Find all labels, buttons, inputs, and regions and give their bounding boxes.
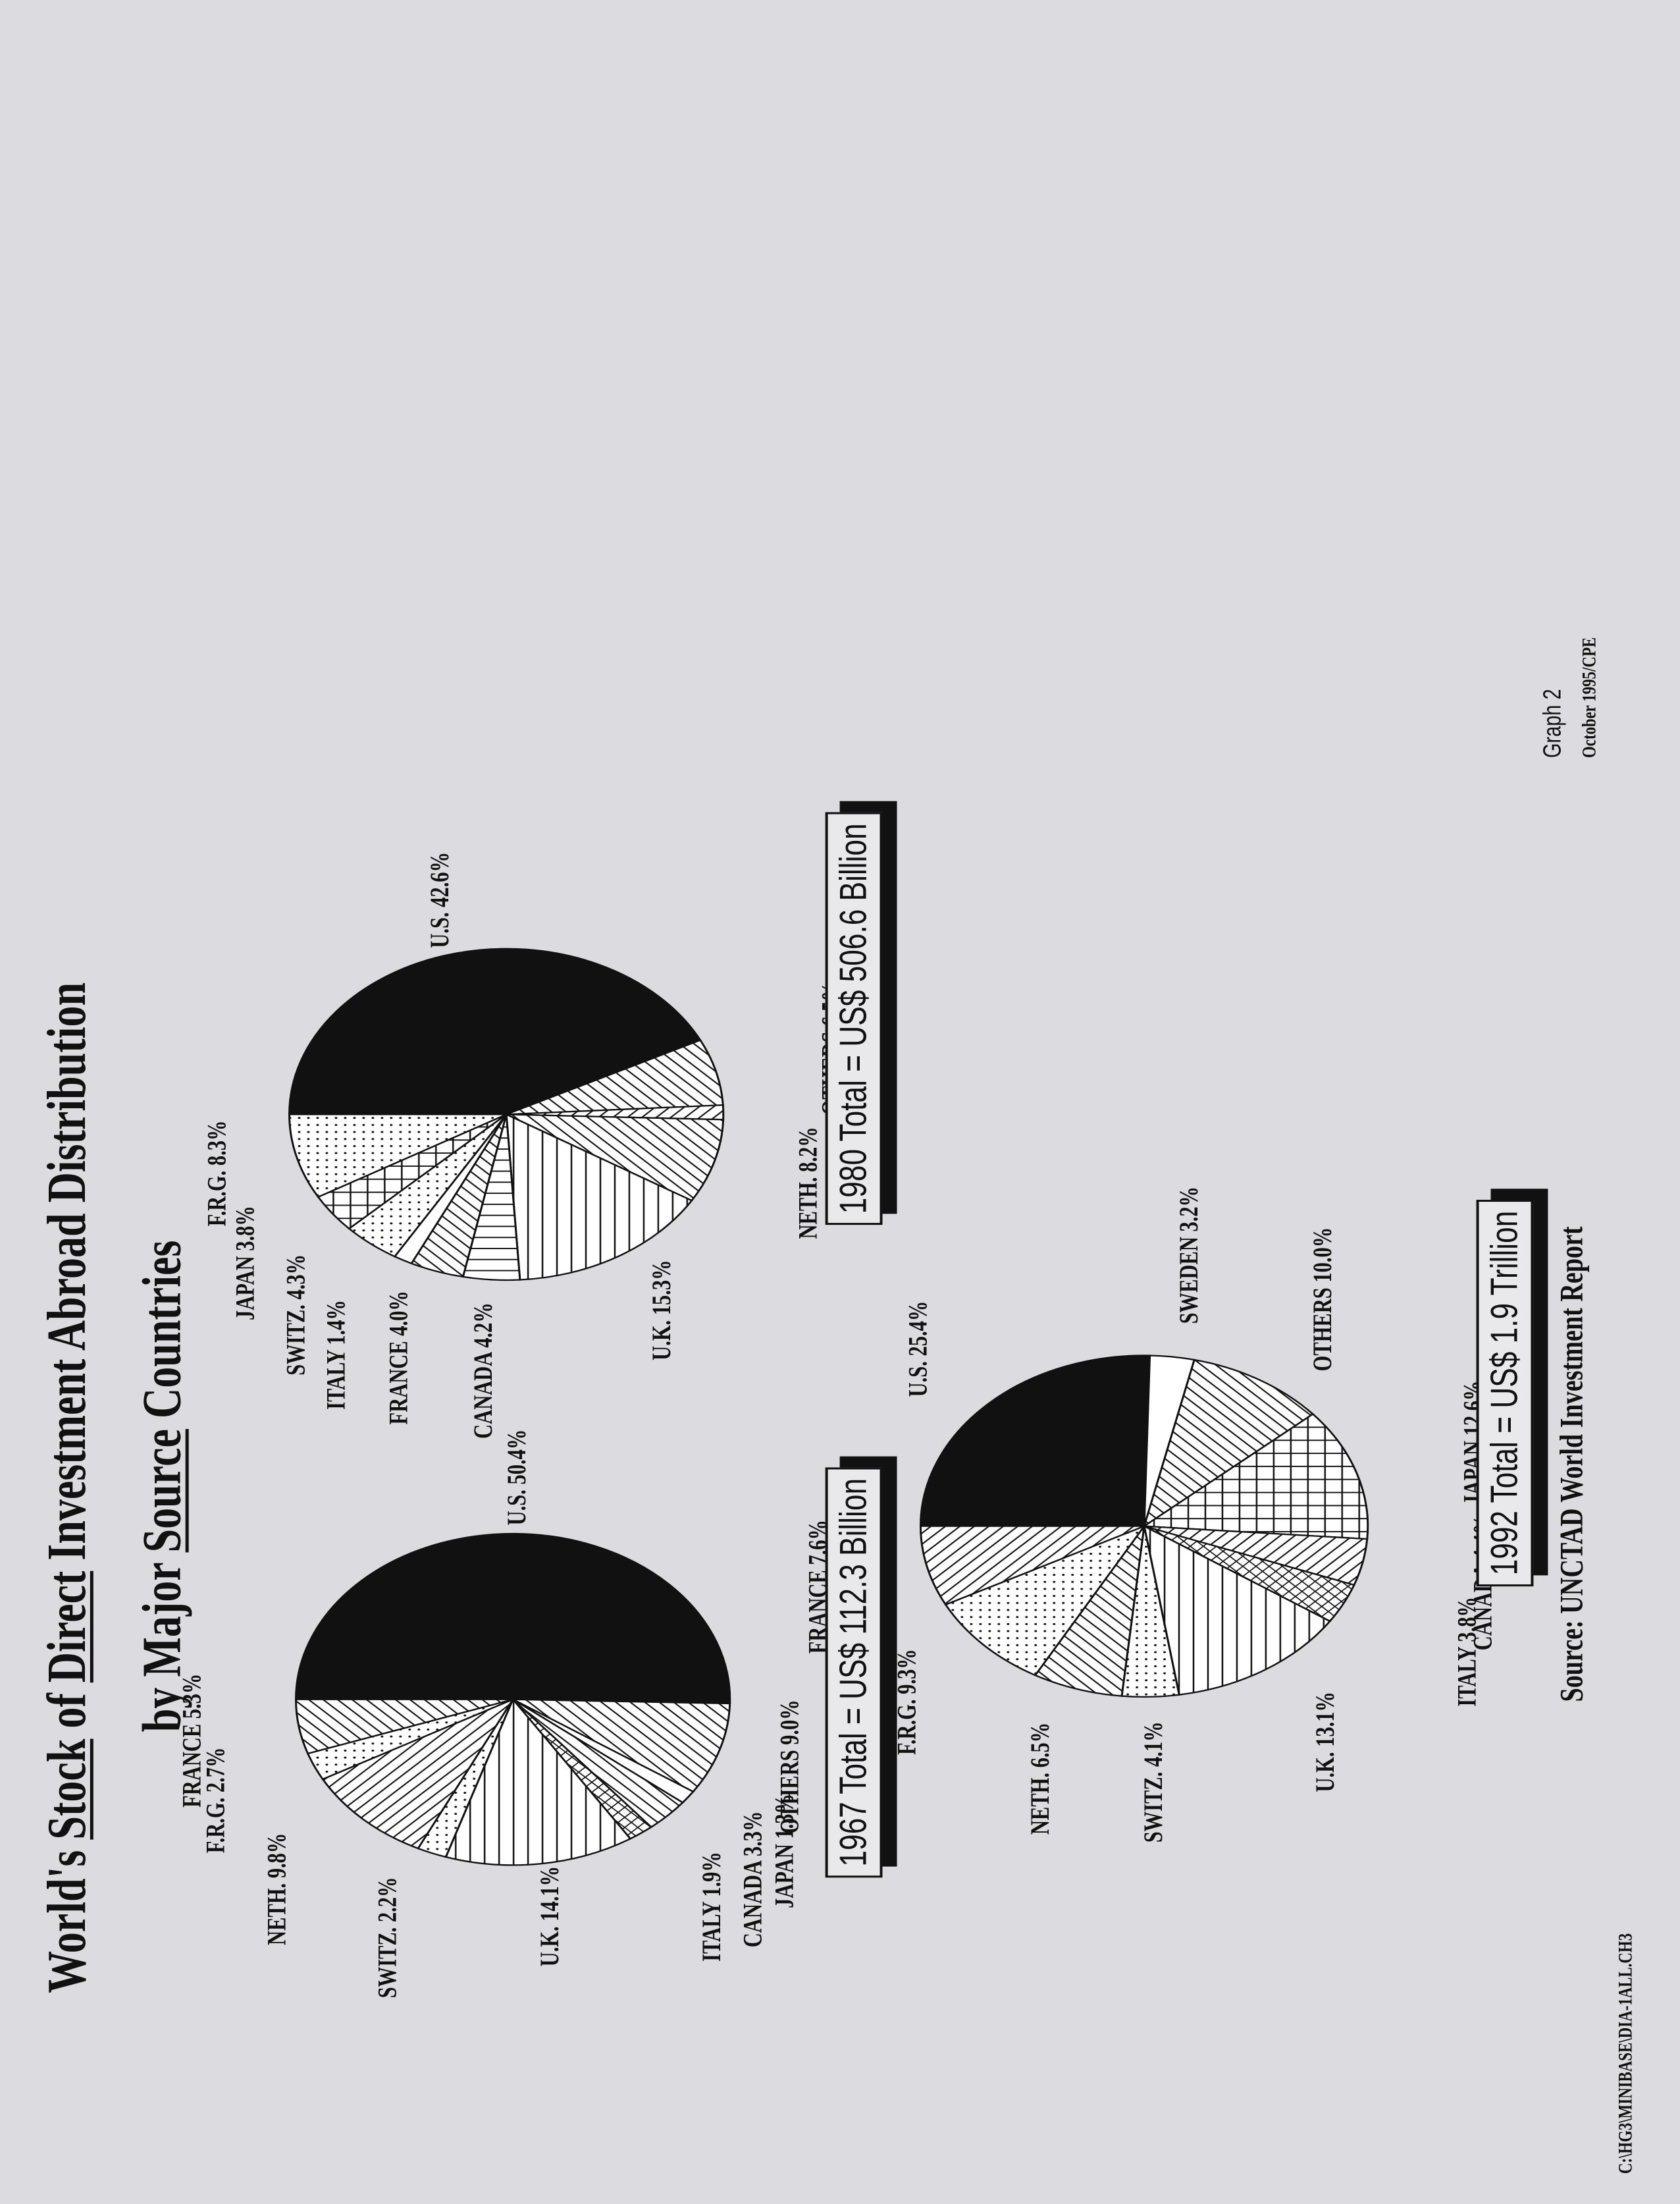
pie-1980-slice-uk [505, 1113, 693, 1281]
pie-1980-label-canada: CANADA 4.2% [467, 1303, 498, 1439]
pie-1992-label-neth: NETH. 6.5% [1025, 1722, 1055, 1835]
pie-1980-label-italy: ITALY 1.4% [321, 1300, 351, 1410]
pie-charts [288, 948, 1369, 1866]
pie-1980-label-switz: SWITZ. 4.3% [280, 1254, 311, 1376]
pie-1992-label-switz: SWITZ. 4.1% [1138, 1721, 1168, 1843]
pie-1992-slice-frg [944, 1524, 1147, 1677]
pie-1967-slice-uk [444, 1698, 632, 1866]
pie-1992-slice-us [919, 1355, 1151, 1527]
pie-1992-label-italy: ITALY 3.8% [1452, 1596, 1482, 1707]
file-path: C:\HG3\MINIBASE\DIA-1ALL.CH3 [1614, 1933, 1637, 2174]
pie-1967-label-france: FRANCE 5.3% [176, 1673, 207, 1808]
pie-1980-label-uk: U.K. 15.3% [646, 1260, 676, 1360]
pie-1992-label-sweden: SWEDEN 3.2% [1174, 1186, 1204, 1324]
pie-1967-label-canada: CANADA 3.3% [737, 1811, 768, 1948]
chart-sheet: World's Stock of Direct Investment Abroa… [0, 524, 1678, 2204]
pie-1980-label-neth: NETH. 8.2% [793, 1127, 823, 1239]
pie-1967-total: 1967 Total = US$ 112.3 Billion [825, 1467, 883, 1878]
pie-1980-slice-neth [502, 1114, 725, 1202]
pie-1992-slice-france [919, 1525, 1145, 1606]
pie-1967-label-us: U.S. 50.4% [501, 1429, 531, 1526]
pie-1980-slice-others [506, 1039, 724, 1115]
pie-1967-slice-france [295, 1698, 513, 1755]
pie-1992-slice-neth [1034, 1526, 1145, 1697]
pie-1967-slice-others [510, 1698, 731, 1793]
pie-1967-label-italy: ITALY 1.9% [696, 1852, 726, 1962]
pie-1980-label-france: FRANCE 4.0% [383, 1291, 413, 1425]
pie-1980-total: 1980 Total = US$ 506.6 Billion [825, 812, 883, 1225]
pie-1980-slice-frg [288, 1114, 510, 1198]
pie-1967-label-japan: JAPAN 1.3% [769, 1793, 799, 1908]
pie-1967-slice-us [295, 1533, 731, 1705]
pie-1967-label-switz: SWITZ. 2.2% [372, 1877, 402, 1999]
pie-1992-slice-uk [1143, 1524, 1332, 1696]
pie-1992-label-us: U.S. 25.4% [903, 1301, 933, 1397]
pie-1967-slice-neth [321, 1697, 515, 1850]
pie-1992-slice-others [1142, 1358, 1315, 1528]
graph-number: Graph 2 [1538, 689, 1567, 758]
pie-1992-label-uk: U.K. 13.1% [1309, 1692, 1340, 1792]
pie-1980-label-japan: JAPAN 3.8% [230, 1206, 260, 1321]
report-date: October 1995/CPE [1578, 637, 1600, 758]
pie-1992-slice-japan [1142, 1412, 1369, 1540]
source-note: Source: UNCTAD World Investment Report [1552, 1226, 1590, 1702]
pie-1980-label-frg: F.R.G. 8.3% [201, 1120, 232, 1227]
pie-1980-label-us: U.S. 42.6% [425, 851, 455, 948]
pie-1980-slice-us [288, 948, 702, 1115]
pie-1992-label-frg: F.R.G. 9.3% [891, 1649, 922, 1755]
pie-1992-label-others: OTHERS 10.0% [1307, 1227, 1337, 1372]
pie-1992-total: 1992 Total = US$ 1.9 Trillion [1476, 1200, 1534, 1587]
pie-1967-label-neth: NETH. 9.8% [261, 1833, 292, 1945]
pie-1967-label-uk: U.K. 14.1% [535, 1866, 564, 1967]
